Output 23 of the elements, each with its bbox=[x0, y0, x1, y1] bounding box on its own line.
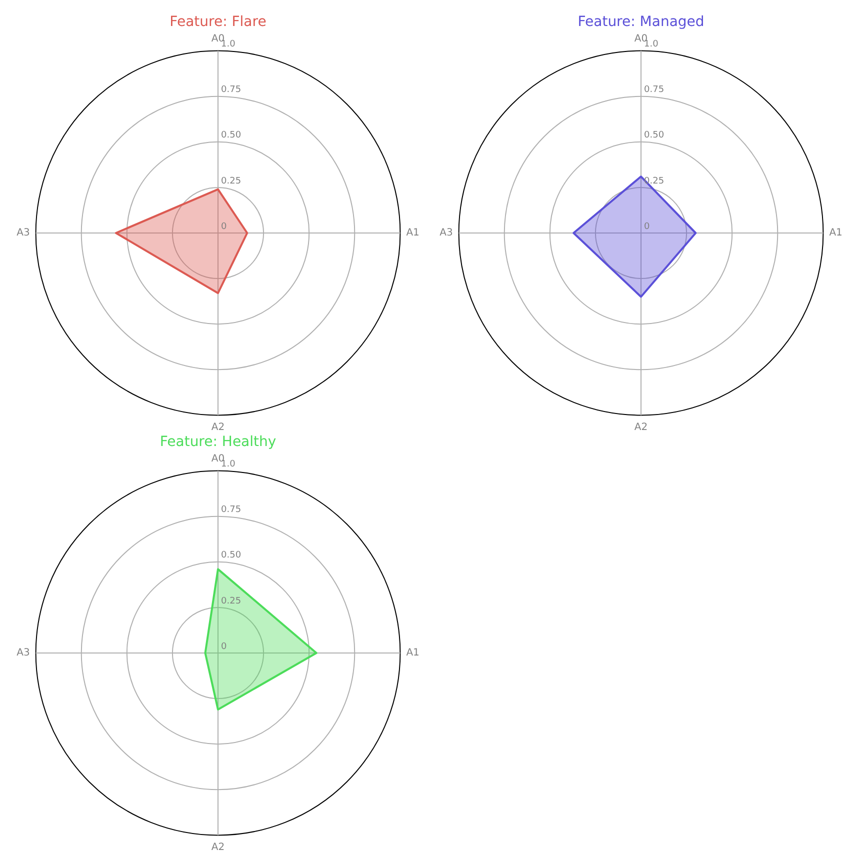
y-tick-label: 0 bbox=[221, 222, 227, 232]
spoke-label: A3 bbox=[440, 228, 453, 239]
spoke-label: A1 bbox=[406, 648, 420, 659]
spoke-label: A1 bbox=[829, 228, 842, 239]
spoke-label: A2 bbox=[211, 422, 225, 433]
y-tick-label: 0.25 bbox=[221, 176, 242, 186]
y-tick-label: 0.75 bbox=[221, 85, 242, 96]
spoke-label: A2 bbox=[634, 422, 648, 433]
y-tick-label: 0.50 bbox=[221, 130, 242, 141]
y-tick-label: 0 bbox=[644, 222, 650, 232]
spoke-label: A1 bbox=[406, 228, 420, 239]
spoke-label: A3 bbox=[16, 228, 30, 239]
y-tick-label: 0.75 bbox=[221, 505, 242, 516]
y-tick-label: 0.50 bbox=[644, 130, 664, 141]
y-tick-label: 0 bbox=[221, 642, 227, 652]
y-tick-label: 0.50 bbox=[221, 550, 242, 561]
chart-title: Feature: Managed bbox=[578, 14, 704, 30]
y-tick-label: 0.75 bbox=[644, 85, 664, 96]
spoke-label: A2 bbox=[211, 842, 225, 853]
y-tick-label: 0.25 bbox=[221, 596, 242, 606]
chart-title: Feature: Healthy bbox=[160, 434, 276, 450]
spoke-label: A3 bbox=[16, 648, 30, 659]
chart-title: Feature: Flare bbox=[170, 14, 266, 30]
